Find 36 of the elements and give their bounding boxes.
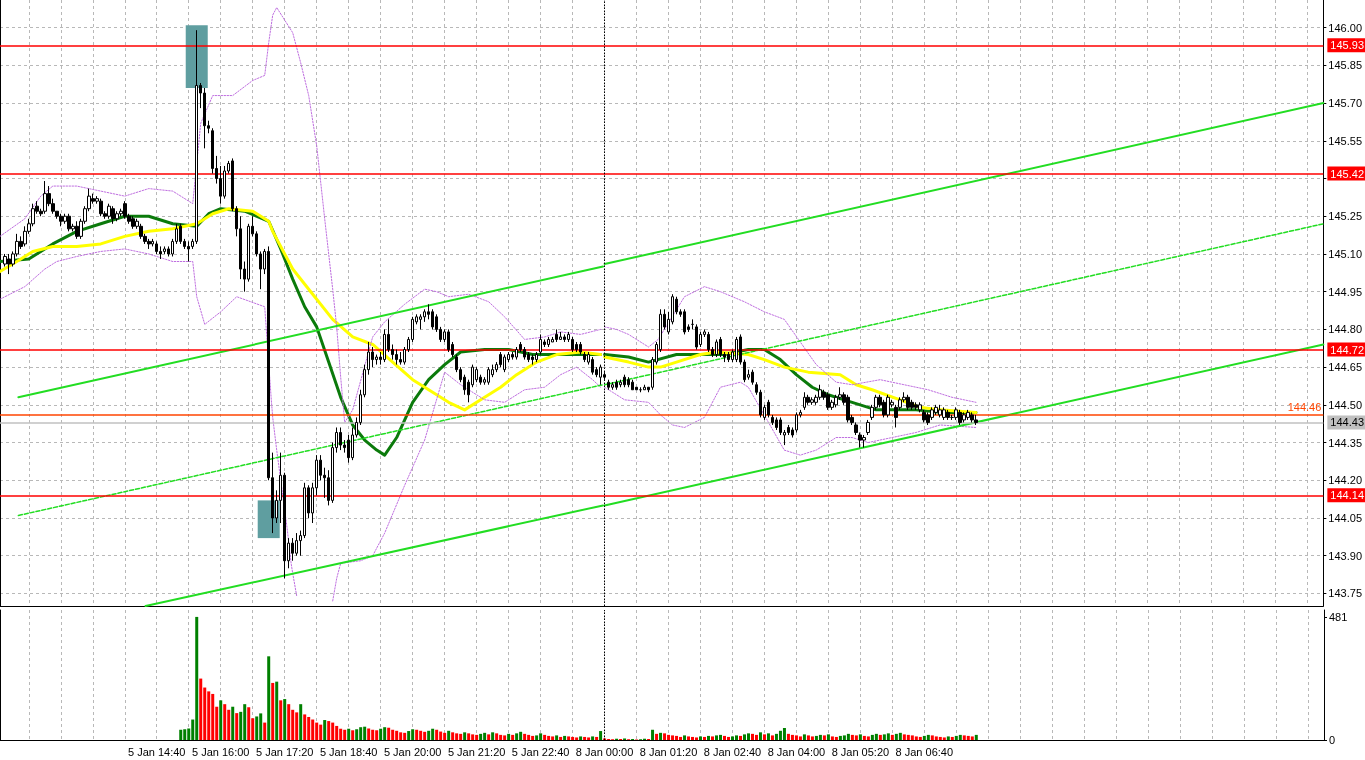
y-tick-label: 145.25 (1328, 210, 1362, 223)
y-tick-label: 144.50 (1328, 398, 1362, 411)
y-tick-label: 0 (1328, 734, 1335, 746)
ref-line-label: 145.93 (1330, 39, 1364, 52)
y-tick-label: 144.35 (1328, 436, 1362, 449)
y-tick-label: 145.55 (1328, 134, 1362, 147)
y-tick-label: 145.85 (1328, 59, 1362, 72)
x-tick-label: 8 Jan 05:20 (831, 745, 889, 758)
y-tick-label: 144.05 (1328, 511, 1362, 524)
x-tick-label: 8 Jan 00:00 (575, 745, 634, 758)
ref-line-label: 144.46 (1287, 401, 1322, 414)
ref-line-label: 145.42 (1330, 167, 1364, 180)
x-tick-label: 5 Jan 14:40 (128, 745, 186, 758)
x-tick-label: 8 Jan 02:40 (703, 745, 762, 758)
x-tick-label: 5 Jan 16:00 (191, 745, 250, 758)
x-tick-label: 5 Jan 17:20 (255, 745, 314, 758)
x-tick-label: 8 Jan 04:00 (767, 745, 826, 758)
y-tick-label: 146.00 (1328, 21, 1362, 34)
x-tick-label: 5 Jan 22:40 (511, 745, 570, 758)
y-tick-label: 144.20 (1328, 474, 1362, 487)
x-tick-label: 5 Jan 18:40 (319, 745, 378, 758)
x-tick-label: 5 Jan 21:20 (447, 745, 506, 758)
x-tick-label: 8 Jan 01:20 (639, 745, 698, 758)
ref-line-label: 144.43 (1330, 416, 1364, 429)
y-tick-label: 144.95 (1328, 285, 1362, 298)
y-tick-label: 481 (1328, 610, 1348, 623)
y-tick-label: 145.10 (1328, 247, 1362, 260)
y-tick-label: 143.75 (1328, 587, 1362, 600)
y-tick-label: 144.80 (1328, 323, 1362, 336)
y-tick-label: 145.70 (1328, 97, 1362, 110)
x-tick-label: 5 Jan 20:00 (383, 745, 442, 758)
ref-line-label: 144.72 (1330, 343, 1364, 356)
y-tick-label: 144.65 (1328, 361, 1362, 374)
ref-line-label: 144.14 (1330, 489, 1364, 502)
x-tick-label: 8 Jan 06:40 (895, 745, 953, 758)
y-tick-label: 143.90 (1328, 549, 1362, 562)
